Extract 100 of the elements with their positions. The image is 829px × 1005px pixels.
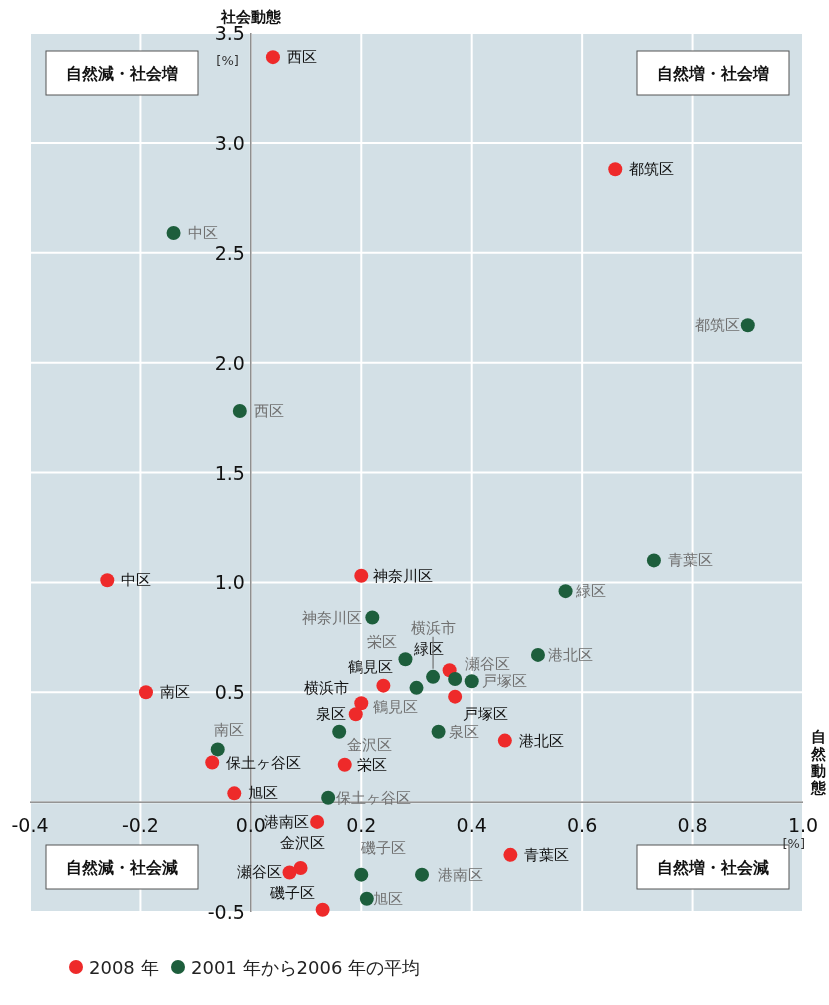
annotation: 泉区 <box>315 705 346 724</box>
annotation: 自然減・社会増 <box>66 64 178 83</box>
annotation: 青葉区 <box>667 551 713 570</box>
annotation: 都筑区 <box>629 160 675 179</box>
y-axis-title: 社会動態 <box>219 8 282 26</box>
x-tick-label: 0.8 <box>677 814 708 837</box>
annotation: 港南区 <box>438 865 484 884</box>
annotation: 都筑区 <box>694 316 740 335</box>
point <box>205 755 220 770</box>
annotation: 港北区 <box>547 645 593 664</box>
point <box>359 891 374 906</box>
y-tick-label: 1.0 <box>214 571 245 594</box>
annotation: 中区 <box>187 223 218 242</box>
point <box>497 733 512 748</box>
annotation: 緑区 <box>574 582 606 601</box>
annotation: 西区 <box>253 401 284 420</box>
x-tick-label: 0.6 <box>567 814 598 837</box>
annotation: 栄区 <box>356 755 387 774</box>
point <box>265 50 280 65</box>
annotation: 瀬谷区 <box>236 863 282 882</box>
point <box>409 680 424 695</box>
legend-label: 2001 年から2006 年の平均 <box>191 957 421 978</box>
point <box>415 867 430 882</box>
point <box>503 847 518 862</box>
annotation: 瀬谷区 <box>465 655 511 674</box>
annotation: 旭区 <box>372 889 403 908</box>
y-tick-label: 3.0 <box>214 131 245 154</box>
point <box>315 902 330 917</box>
y-tick-label: 2.5 <box>214 241 245 264</box>
point <box>138 685 153 700</box>
annotation: 西区 <box>286 48 317 67</box>
annotation: 磯子区 <box>268 883 315 902</box>
annotation: 横浜市 <box>304 679 350 698</box>
point <box>354 568 369 583</box>
annotation: 自然減・社会減 <box>66 858 178 877</box>
point <box>646 553 661 568</box>
annotation: 自然増・社会減 <box>657 858 769 877</box>
annotation: 南区 <box>159 683 190 702</box>
point <box>376 678 391 693</box>
point <box>464 674 479 689</box>
annotation: 港北区 <box>518 731 564 750</box>
annotation: 青葉区 <box>524 845 570 864</box>
point <box>608 162 623 177</box>
point <box>354 696 369 711</box>
point <box>530 647 545 662</box>
annotation: 泉区 <box>448 722 479 741</box>
point <box>232 403 247 418</box>
annotation: 横浜市 <box>410 618 456 637</box>
point <box>448 689 463 704</box>
annotation: 鶴見区 <box>372 697 418 716</box>
x-tick-label: -0.4 <box>11 814 49 837</box>
annotation: 中区 <box>121 571 152 590</box>
annotation: 戸塚区 <box>481 672 527 691</box>
point <box>398 652 413 667</box>
point <box>431 724 446 739</box>
annotation: 鶴見区 <box>348 657 394 676</box>
point <box>100 573 115 588</box>
annotation: 保土ヶ谷区 <box>226 753 302 772</box>
annotation: 港南区 <box>264 812 310 831</box>
point <box>332 724 347 739</box>
annotation: 旭区 <box>248 784 279 803</box>
annotation: 磯子区 <box>360 838 407 857</box>
legend-label: 2008 年 <box>89 957 159 978</box>
point <box>426 669 441 684</box>
annotation: 金沢区 <box>347 735 393 754</box>
point <box>321 790 336 805</box>
annotation: 自然増・社会増 <box>657 64 769 83</box>
point <box>365 610 380 625</box>
point <box>354 867 369 882</box>
point <box>310 814 325 829</box>
point <box>166 225 181 240</box>
x-tick-label: 0.4 <box>456 814 487 837</box>
x-tick-label: 1.0 <box>787 814 819 837</box>
point <box>337 757 352 772</box>
annotation: 戸塚区 <box>463 704 509 723</box>
point <box>448 672 463 687</box>
annotation: 保土ヶ谷区 <box>336 788 412 807</box>
y-tick-label: 2.0 <box>214 351 245 374</box>
point <box>210 742 225 757</box>
point <box>740 318 755 333</box>
annotation: 南区 <box>213 721 244 740</box>
x-axis-title: 自然動態 <box>809 728 827 798</box>
annotation: 神奈川区 <box>373 566 434 585</box>
annotation: [%] <box>782 836 805 852</box>
x-tick-label: 0.0 <box>235 814 266 837</box>
annotation: 栄区 <box>367 633 398 652</box>
y-tick-label: 0.5 <box>214 681 245 704</box>
annotation: 緑区 <box>412 640 444 659</box>
point <box>348 707 363 722</box>
annotation: 金沢区 <box>280 834 326 853</box>
annotation: [%] <box>216 53 239 68</box>
point <box>293 861 308 876</box>
point <box>282 865 297 880</box>
x-tick-label: 0.2 <box>346 814 377 837</box>
point <box>227 786 242 801</box>
y-tick-label: -0.5 <box>207 901 245 923</box>
annotation: 神奈川区 <box>302 608 363 627</box>
x-tick-label: -0.2 <box>121 814 159 837</box>
y-tick-label: 1.5 <box>214 461 245 484</box>
point <box>558 584 573 599</box>
